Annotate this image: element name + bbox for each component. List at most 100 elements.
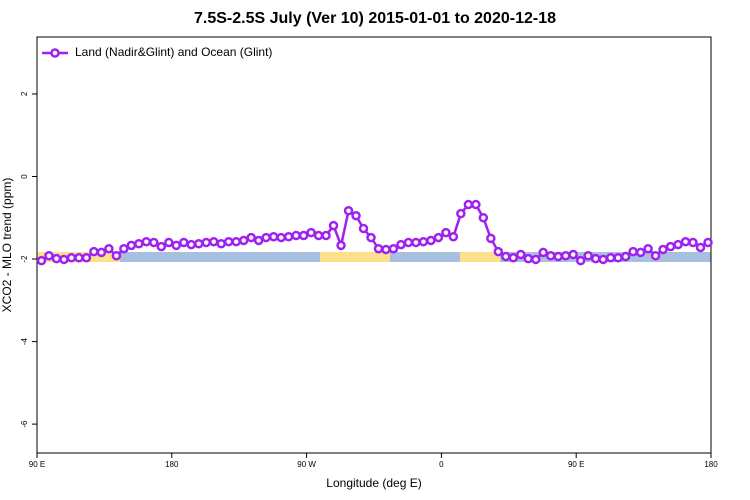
x-tick-label: 0 (439, 460, 444, 469)
point (44, 250, 54, 261)
point (501, 251, 511, 262)
point (216, 239, 226, 249)
point (328, 220, 339, 231)
point (179, 237, 189, 248)
point (463, 199, 474, 210)
point (134, 239, 144, 249)
band-nadir (120, 252, 320, 262)
chart-title: 7.5S-2.5S July (Ver 10) 2015-01-01 to 20… (194, 10, 556, 27)
point (373, 243, 384, 254)
point (366, 232, 376, 243)
point (336, 240, 346, 251)
point (493, 246, 504, 257)
point (381, 244, 391, 255)
point (74, 253, 84, 263)
point (538, 247, 548, 258)
point (605, 253, 616, 263)
point (560, 250, 571, 261)
y-tick-label: 2 (20, 91, 29, 96)
y-tick-label: -6 (20, 420, 29, 428)
point (508, 253, 519, 263)
point (598, 254, 608, 265)
point (620, 251, 631, 262)
point (568, 249, 578, 260)
band-glint (320, 252, 390, 262)
point (194, 239, 204, 249)
point (164, 237, 174, 248)
y-axis-label: XCO2 - MLO trend (ppm) (0, 178, 14, 313)
point (486, 233, 496, 244)
point (658, 244, 668, 255)
point (471, 199, 481, 210)
point (291, 230, 301, 241)
point (223, 236, 234, 247)
point (703, 237, 713, 248)
point (665, 241, 676, 252)
point (283, 231, 294, 242)
point (261, 232, 271, 243)
point (141, 236, 152, 247)
point (403, 237, 414, 248)
point (298, 230, 309, 241)
point (276, 232, 286, 243)
point (388, 243, 399, 254)
y-tick-label: 0 (20, 174, 29, 179)
point (149, 237, 159, 248)
x-tick-label: 90 W (297, 460, 316, 469)
x-axis-label: Longitude (deg E) (326, 476, 421, 490)
point (96, 247, 107, 258)
point (89, 246, 99, 257)
point (695, 242, 706, 253)
legend-marker (50, 48, 60, 58)
point (478, 213, 489, 223)
point (306, 227, 316, 238)
point (59, 254, 69, 265)
point (104, 243, 114, 254)
point (343, 205, 354, 216)
x-tick-label: 90 E (568, 460, 584, 469)
point (418, 236, 429, 247)
point (635, 247, 646, 258)
point (253, 235, 264, 246)
point (643, 243, 653, 254)
point (448, 231, 459, 242)
point (516, 249, 526, 260)
point (119, 243, 129, 254)
point (81, 253, 92, 263)
point (523, 253, 534, 264)
point (156, 241, 167, 252)
point (553, 251, 563, 262)
x-tick-label: 180 (704, 460, 718, 469)
point (426, 235, 436, 246)
point (680, 236, 691, 247)
point (545, 250, 556, 261)
band-glint (460, 252, 500, 262)
point (186, 239, 197, 250)
point (441, 227, 451, 238)
point (358, 223, 369, 234)
point (321, 230, 331, 241)
y-tick-label: -2 (20, 255, 29, 263)
point (126, 240, 137, 251)
point (66, 253, 77, 263)
y-tick-label: -4 (20, 337, 29, 345)
point (36, 255, 47, 266)
point (531, 254, 541, 265)
point (51, 253, 62, 264)
point (575, 255, 586, 266)
point (313, 230, 324, 241)
point (231, 236, 241, 247)
band-nadir (390, 252, 460, 262)
point (396, 239, 406, 250)
legend-label: Land (Nadir&Glint) and Ocean (Glint) (75, 45, 272, 59)
point (111, 250, 122, 261)
x-tick-label: 90 E (29, 460, 45, 469)
point (433, 232, 444, 243)
point (268, 231, 279, 242)
point (673, 239, 683, 250)
point (351, 210, 361, 221)
point (411, 237, 421, 248)
point (208, 236, 219, 247)
point (590, 253, 601, 264)
